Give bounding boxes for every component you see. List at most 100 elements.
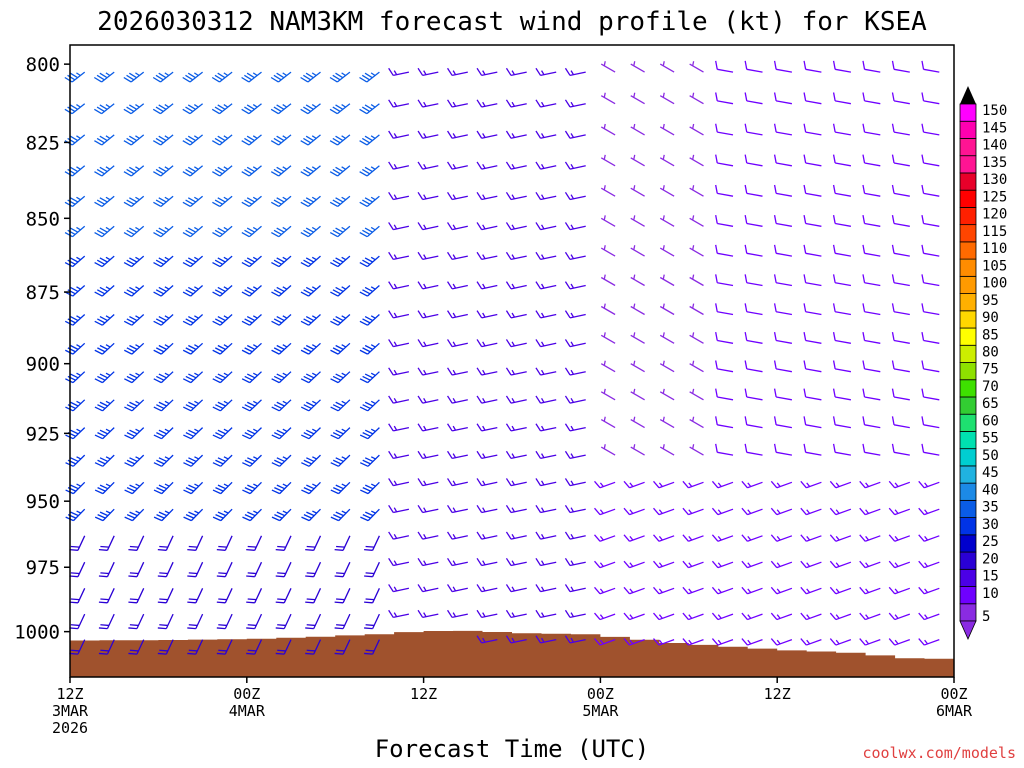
colorbar-label: 25 [982, 534, 999, 550]
wind-barb [329, 195, 351, 208]
wind-barb [715, 416, 734, 429]
wind-barb [447, 222, 468, 231]
wind-barb [600, 274, 616, 287]
wind-barb [64, 103, 86, 115]
wind-barb [689, 92, 704, 105]
wind-barb [600, 303, 616, 316]
colorbar-label: 15 [982, 569, 999, 585]
wind-barb [891, 60, 910, 73]
wind-barb [447, 531, 468, 540]
wind-barb [600, 123, 616, 136]
wind-barb [630, 388, 645, 401]
wind-barb [300, 255, 321, 268]
wind-barb [564, 67, 586, 77]
wind-barb [535, 67, 557, 77]
wind-barb [659, 92, 675, 105]
wind-barb [246, 588, 263, 604]
wind-barb [300, 195, 321, 208]
wind-barb [689, 360, 704, 373]
colorbar-label: 110 [982, 241, 1007, 257]
colorbar-swatch [959, 534, 977, 553]
wind-barb [682, 612, 704, 621]
wind-barb [275, 613, 292, 630]
wind-barb [800, 638, 822, 646]
wind-barb [689, 332, 704, 344]
wind-barb [447, 423, 468, 432]
wind-barb [918, 586, 940, 595]
wind-barb [447, 191, 468, 201]
wind-barb [329, 165, 351, 177]
wind-barb [388, 130, 410, 139]
wind-barb [187, 639, 204, 655]
wind-barb [770, 612, 793, 621]
wind-barb [187, 613, 204, 630]
wind-barb [862, 443, 881, 456]
wind-barb [630, 185, 645, 197]
wind-barb [212, 427, 233, 440]
wind-barb [98, 561, 115, 578]
wind-barb [94, 427, 115, 440]
wind-barb [300, 71, 321, 83]
wind-barb [124, 481, 145, 495]
wind-barb [921, 303, 940, 316]
wind-barb [388, 281, 410, 290]
wind-barb [773, 416, 793, 429]
wind-barb [128, 588, 145, 604]
wind-barb [505, 251, 527, 261]
plot-area [64, 44, 955, 678]
wind-barb [653, 480, 675, 489]
wind-barb [859, 560, 881, 569]
wind-barb [153, 399, 174, 412]
wind-barb [773, 443, 793, 456]
wind-barb [270, 165, 292, 177]
colorbar-label: 5 [982, 609, 990, 625]
wind-barb [918, 507, 940, 516]
wind-barb [417, 310, 439, 319]
wind-barb [505, 450, 527, 460]
wind-barb [505, 423, 527, 432]
wind-barb [505, 531, 527, 540]
wind-barb [388, 531, 410, 540]
wind-barb [271, 427, 292, 440]
wind-barb [773, 184, 793, 197]
wind-barb [447, 395, 468, 404]
colorbar-label: 30 [982, 517, 999, 533]
wind-barb [94, 314, 115, 326]
wind-barb [689, 416, 704, 429]
wind-barb [630, 92, 645, 105]
y-tick-label: 800 [26, 54, 60, 76]
wind-barb [829, 480, 852, 489]
wind-barb [859, 480, 881, 489]
y-tick-label: 875 [26, 282, 60, 304]
wind-barb [689, 303, 704, 316]
wind-barb [535, 504, 557, 514]
colorbar-swatch [959, 120, 977, 139]
wind-barb [241, 134, 262, 146]
wind-barb [329, 225, 351, 238]
wind-barb [359, 314, 380, 326]
wind-barb [388, 251, 410, 261]
wind-barb [417, 191, 439, 201]
wind-barb [505, 99, 527, 108]
wind-barb [859, 638, 881, 646]
wind-barb [182, 195, 204, 208]
wind-barb [124, 454, 145, 467]
wind-barb [600, 154, 616, 167]
wind-barb [862, 332, 881, 344]
colorbar-swatch [959, 396, 977, 415]
wind-barb [505, 130, 527, 139]
wind-barb [594, 534, 616, 542]
wind-barb [212, 508, 233, 522]
wind-barb [829, 586, 852, 595]
wind-barb [535, 99, 557, 108]
wind-barb [829, 638, 852, 646]
wind-barb [359, 103, 380, 115]
wind-barb [417, 609, 439, 619]
wind-barb [888, 560, 911, 569]
wind-barb [862, 60, 881, 73]
wind-barb [271, 454, 292, 467]
wind-barb [447, 450, 468, 460]
wind-barb [271, 255, 292, 268]
wind-barb [187, 535, 204, 551]
wind-barb [211, 71, 233, 83]
